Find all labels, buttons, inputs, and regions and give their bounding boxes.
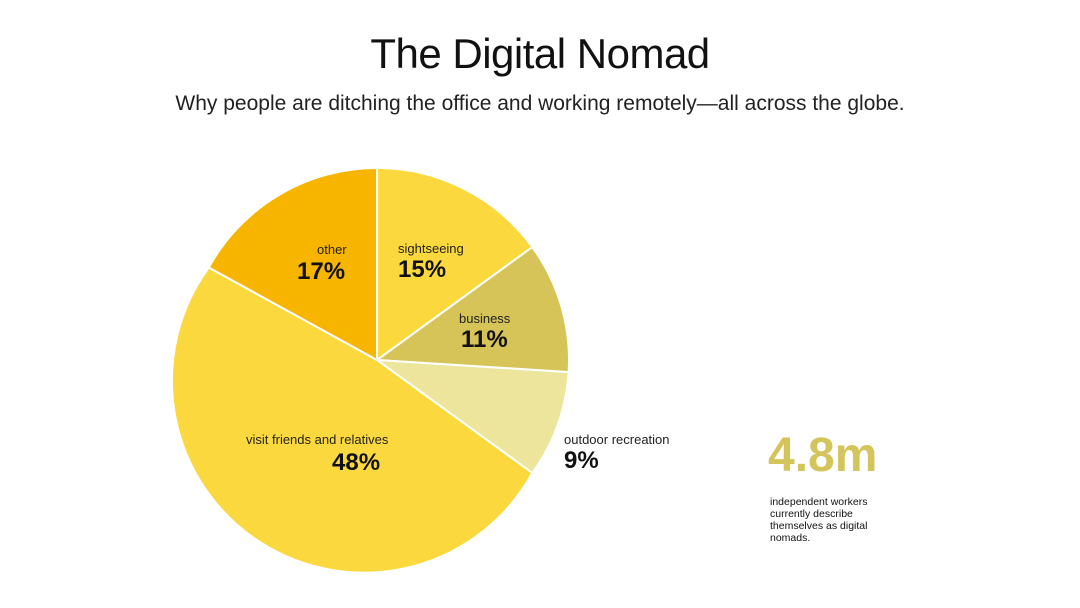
label-sightseeing: sightseeing: [398, 241, 464, 256]
value-business: 11%: [461, 326, 508, 353]
value-sightseeing: 15%: [398, 256, 447, 283]
label-visit-friends: visit friends and relatives: [246, 432, 389, 447]
slice-sightseeing: [376, 167, 534, 361]
slice-visit-friends: [170, 266, 534, 574]
slice-business: [376, 246, 570, 374]
chart-subtitle: Why people are ditching the office and w…: [175, 92, 905, 115]
label-outdoor-recreation: outdoor recreation: [564, 432, 670, 447]
value-visit-friends: 48%: [332, 449, 381, 476]
slice-other: [207, 167, 378, 361]
slice-outdoor-recreation: [376, 359, 570, 474]
stat-value: 4.8m: [768, 429, 878, 482]
chart-title: The Digital Nomad: [370, 30, 710, 77]
value-other: 17%: [297, 258, 346, 285]
stat-description: independent workers currently describe t…: [770, 496, 868, 544]
value-outdoor-recreation: 9%: [564, 447, 599, 474]
label-other: other: [317, 242, 347, 257]
label-business: business: [459, 311, 511, 326]
